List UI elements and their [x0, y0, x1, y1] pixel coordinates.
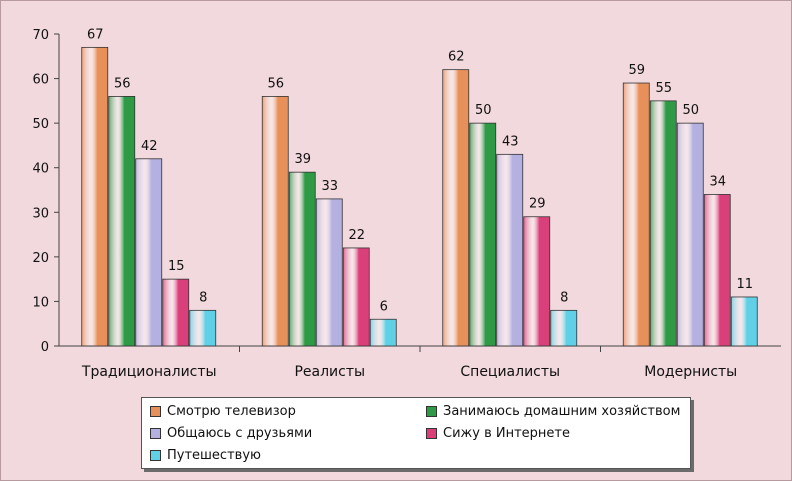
y-tick-label: 40 — [32, 162, 49, 177]
legend-item-travel: Путешествую — [150, 448, 261, 463]
bar — [288, 171, 316, 347]
bar — [315, 198, 343, 347]
bar — [369, 318, 397, 347]
bar — [162, 278, 190, 347]
data-label: 29 — [529, 197, 546, 212]
bar — [469, 122, 497, 347]
data-label: 50 — [682, 103, 699, 118]
x-tick-label: Реалисты — [294, 364, 365, 380]
bar-chart: 0 10 20 30 40 50 60 70 67 56 42 15 8 Традиционалисты 5… — [32, 27, 781, 380]
legend-item-friends: Общаюсь с друзьями — [150, 426, 312, 441]
data-label: 8 — [199, 290, 207, 305]
bar — [622, 82, 650, 347]
bar — [108, 96, 136, 347]
data-label: 6 — [380, 299, 388, 314]
legend-label-tv: Смотрю телевизор — [167, 404, 296, 419]
data-label: 8 — [560, 290, 568, 305]
bar — [676, 122, 704, 347]
data-label: 59 — [628, 63, 645, 78]
x-tick-label: Специалисты — [460, 364, 560, 380]
y-tick-label: 10 — [32, 295, 49, 310]
y-tick-label: 60 — [32, 73, 49, 88]
data-label: 15 — [168, 259, 185, 274]
bar — [342, 247, 370, 347]
bar — [649, 100, 677, 347]
bar — [730, 296, 758, 347]
y-tick-label: 0 — [41, 340, 49, 355]
x-tick-label: Традиционалисты — [81, 364, 217, 380]
legend-label-friends: Общаюсь с друзьями — [167, 426, 313, 441]
data-label: 34 — [709, 174, 726, 189]
legend-swatch-friends — [150, 428, 161, 439]
x-tick-label: Модернисты — [644, 364, 737, 380]
data-label: 22 — [348, 228, 365, 243]
data-label: 33 — [321, 179, 338, 194]
bar — [523, 216, 551, 347]
bar — [189, 309, 217, 347]
y-tick-label: 30 — [32, 206, 49, 221]
legend-item-tv: Смотрю телевизор — [150, 404, 296, 419]
data-label: 62 — [448, 50, 465, 65]
data-label: 67 — [87, 27, 104, 42]
bar — [550, 309, 578, 347]
data-label: 43 — [502, 134, 519, 149]
legend-swatch-travel — [150, 450, 161, 461]
legend-label-household: Занимаюсь домашним хозяйством — [443, 404, 681, 419]
legend-label-internet: Сижу в Интернете — [443, 426, 570, 441]
legend-swatch-tv — [150, 406, 161, 417]
data-label: 56 — [267, 76, 284, 91]
y-tick-label: 50 — [32, 117, 49, 132]
legend-item-household: Занимаюсь домашним хозяйством — [426, 404, 680, 419]
legend-label-travel: Путешествую — [167, 448, 261, 463]
data-label: 56 — [114, 76, 131, 91]
bar — [703, 194, 731, 347]
legend-swatch-household — [426, 406, 437, 417]
data-label: 42 — [141, 139, 158, 154]
data-label: 55 — [655, 81, 672, 96]
bar — [135, 158, 163, 347]
data-label: 39 — [294, 152, 311, 167]
data-label: 11 — [736, 277, 753, 292]
legend-item-internet: Сижу в Интернете — [426, 426, 570, 441]
legend: Смотрю телевизор Занимаюсь домашним хозя… — [141, 397, 691, 469]
bar — [261, 96, 289, 347]
y-tick-label: 70 — [32, 28, 49, 43]
bar — [442, 69, 470, 347]
bar — [81, 46, 109, 347]
data-label: 50 — [475, 103, 492, 118]
y-tick-label: 20 — [32, 251, 49, 266]
bar — [496, 153, 524, 347]
legend-swatch-internet — [426, 428, 437, 439]
